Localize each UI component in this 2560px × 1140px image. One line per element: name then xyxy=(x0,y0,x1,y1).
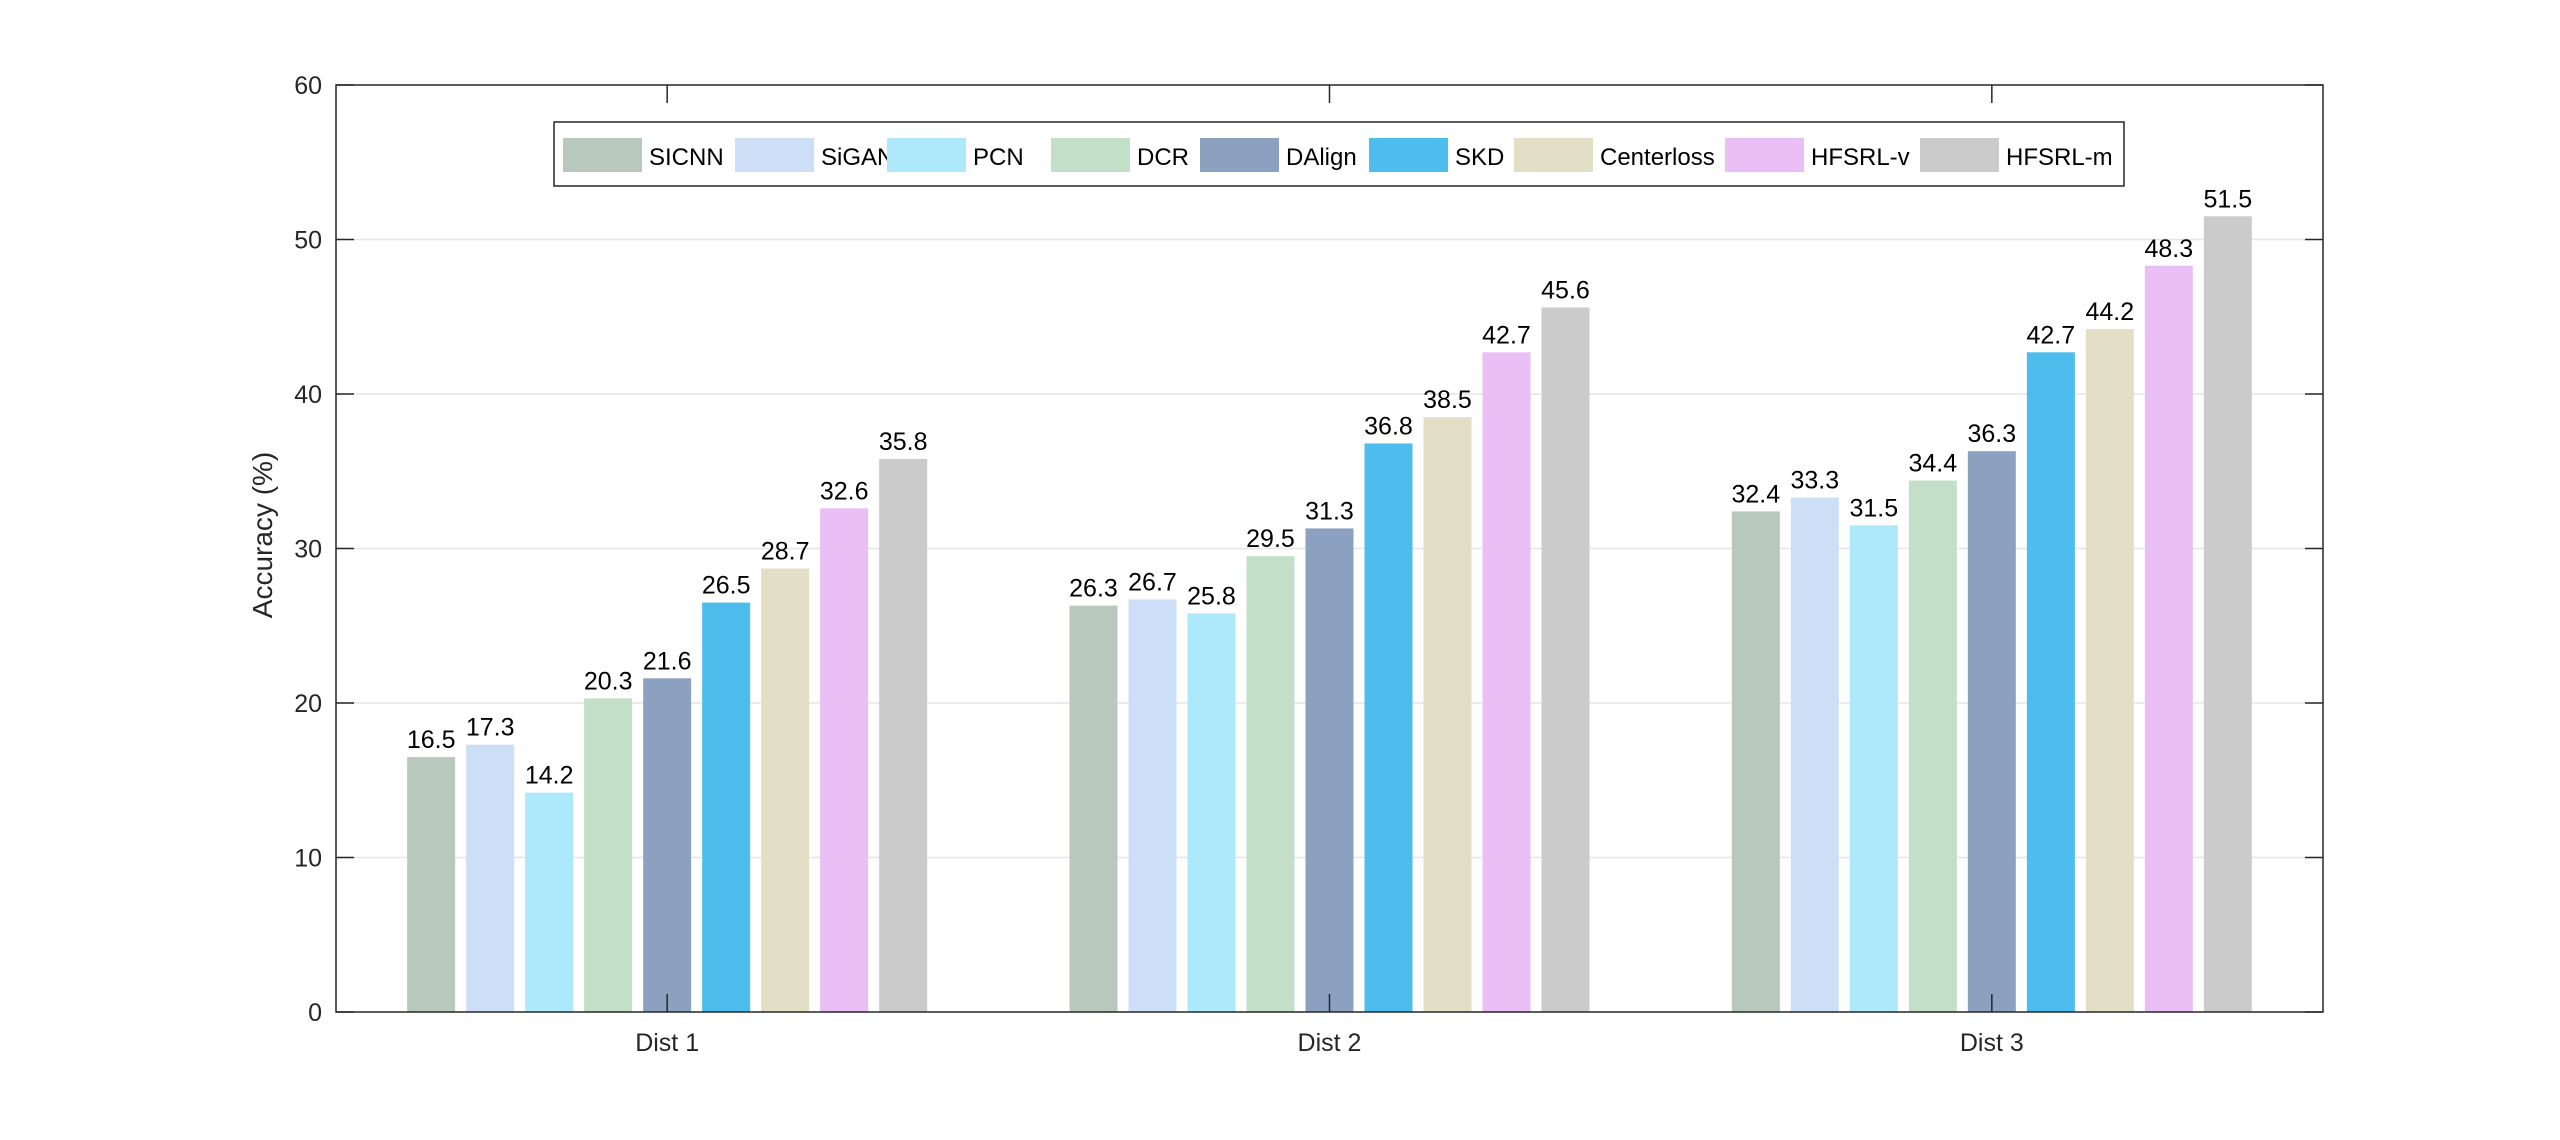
bar xyxy=(761,568,810,1012)
data-label: 35.8 xyxy=(879,428,928,456)
legend-label: SICNN xyxy=(649,144,724,171)
x-tick-label: Dist 2 xyxy=(1298,1029,1362,1057)
y-axis-label: Accuracy (%) xyxy=(247,452,278,618)
bar xyxy=(1967,451,2016,1012)
bar xyxy=(1187,613,1236,1012)
bar xyxy=(407,757,456,1012)
data-label: 36.8 xyxy=(1364,412,1413,440)
bar xyxy=(2203,216,2252,1012)
legend-label: DAlign xyxy=(1286,144,1357,171)
data-label: 25.8 xyxy=(1187,582,1236,610)
y-tick-label: 40 xyxy=(294,381,322,409)
legend-label: DCR xyxy=(1137,144,1189,171)
bar xyxy=(1731,511,1780,1012)
bar xyxy=(2026,352,2075,1012)
y-ticks: 0 10 20 30 40 50 60 xyxy=(294,72,2323,1027)
legend-swatch xyxy=(1514,138,1593,172)
data-label: 26.7 xyxy=(1128,568,1177,596)
data-label: 42.7 xyxy=(1482,321,1531,349)
x-tick-label: Dist 3 xyxy=(1960,1029,2024,1057)
x-tick-label: Dist 1 xyxy=(635,1029,699,1057)
data-label: 29.5 xyxy=(1246,525,1295,553)
bar xyxy=(1069,605,1118,1012)
y-tick-label: 60 xyxy=(294,72,322,100)
bar xyxy=(525,792,574,1012)
data-label: 26.3 xyxy=(1069,575,1118,603)
legend-swatch xyxy=(735,138,814,172)
y-tick-label: 50 xyxy=(294,227,322,255)
data-label: 42.7 xyxy=(2026,321,2075,349)
bar xyxy=(1849,525,1898,1012)
data-label: 45.6 xyxy=(1541,276,1590,304)
data-label: 51.5 xyxy=(2203,185,2252,213)
bar xyxy=(1482,352,1531,1012)
legend-label: SiGAN xyxy=(821,144,894,171)
data-label: 48.3 xyxy=(2144,235,2193,263)
data-label: 36.3 xyxy=(1967,420,2016,448)
y-tick-label: 10 xyxy=(294,845,322,873)
bar xyxy=(1790,497,1839,1012)
data-labels: 16.5 17.3 14.2 20.3 21.6 26.5 28.7 32.6 35.8 26.3… xyxy=(407,185,2252,789)
data-label: 28.7 xyxy=(761,538,810,566)
data-label: 44.2 xyxy=(2085,298,2134,326)
legend-label: PCN xyxy=(973,144,1024,171)
data-label: 26.5 xyxy=(702,572,751,600)
legend-swatch xyxy=(1051,138,1130,172)
bar xyxy=(2085,329,2134,1012)
data-label: 14.2 xyxy=(525,762,574,790)
bar xyxy=(820,508,869,1012)
legend-swatch xyxy=(1200,138,1279,172)
data-label: 34.4 xyxy=(1908,450,1957,478)
bar xyxy=(1128,599,1177,1012)
legend-label: SKD xyxy=(1455,144,1504,171)
data-label: 32.6 xyxy=(820,477,869,505)
data-label: 33.3 xyxy=(1790,467,1839,495)
legend-swatch xyxy=(887,138,966,172)
bar xyxy=(879,458,928,1012)
bar xyxy=(1541,307,1590,1013)
legend-swatch xyxy=(1920,138,1999,172)
legend-box xyxy=(553,121,2125,187)
bar xyxy=(1423,417,1472,1012)
data-label: 38.5 xyxy=(1423,386,1472,414)
data-label: 31.5 xyxy=(1849,494,1898,522)
legend-swatch xyxy=(563,138,642,172)
bar xyxy=(702,602,751,1012)
bar xyxy=(1908,480,1957,1012)
bar xyxy=(1364,443,1413,1012)
bar xyxy=(1305,528,1354,1012)
y-tick-label: 30 xyxy=(294,536,322,564)
legend-label: HFSRL-v xyxy=(1811,144,1910,171)
bar xyxy=(584,698,633,1012)
legend: SICNN SiGAN PCN DCR DAlign SKD Centerloss HFSRL… xyxy=(553,121,2125,187)
data-label: 32.4 xyxy=(1731,480,1780,508)
x-ticks: Dist 1 Dist 2 Dist 3 xyxy=(635,85,2024,1057)
data-label: 20.3 xyxy=(584,667,633,695)
data-label: 17.3 xyxy=(466,714,515,742)
data-label: 21.6 xyxy=(643,647,692,675)
data-label: 31.3 xyxy=(1305,497,1354,525)
bars xyxy=(407,216,2252,1013)
bar xyxy=(466,744,515,1012)
legend-swatch xyxy=(1369,138,1448,172)
bar xyxy=(1246,556,1295,1012)
data-label: 16.5 xyxy=(407,726,456,754)
bar xyxy=(643,678,692,1012)
y-tick-label: 20 xyxy=(294,690,322,718)
legend-swatch xyxy=(1725,138,1804,172)
legend-label: HFSRL-m xyxy=(2006,144,2113,171)
bar xyxy=(2144,265,2193,1012)
legend-label: Centerloss xyxy=(1600,144,1715,171)
y-tick-label: 0 xyxy=(308,999,322,1027)
